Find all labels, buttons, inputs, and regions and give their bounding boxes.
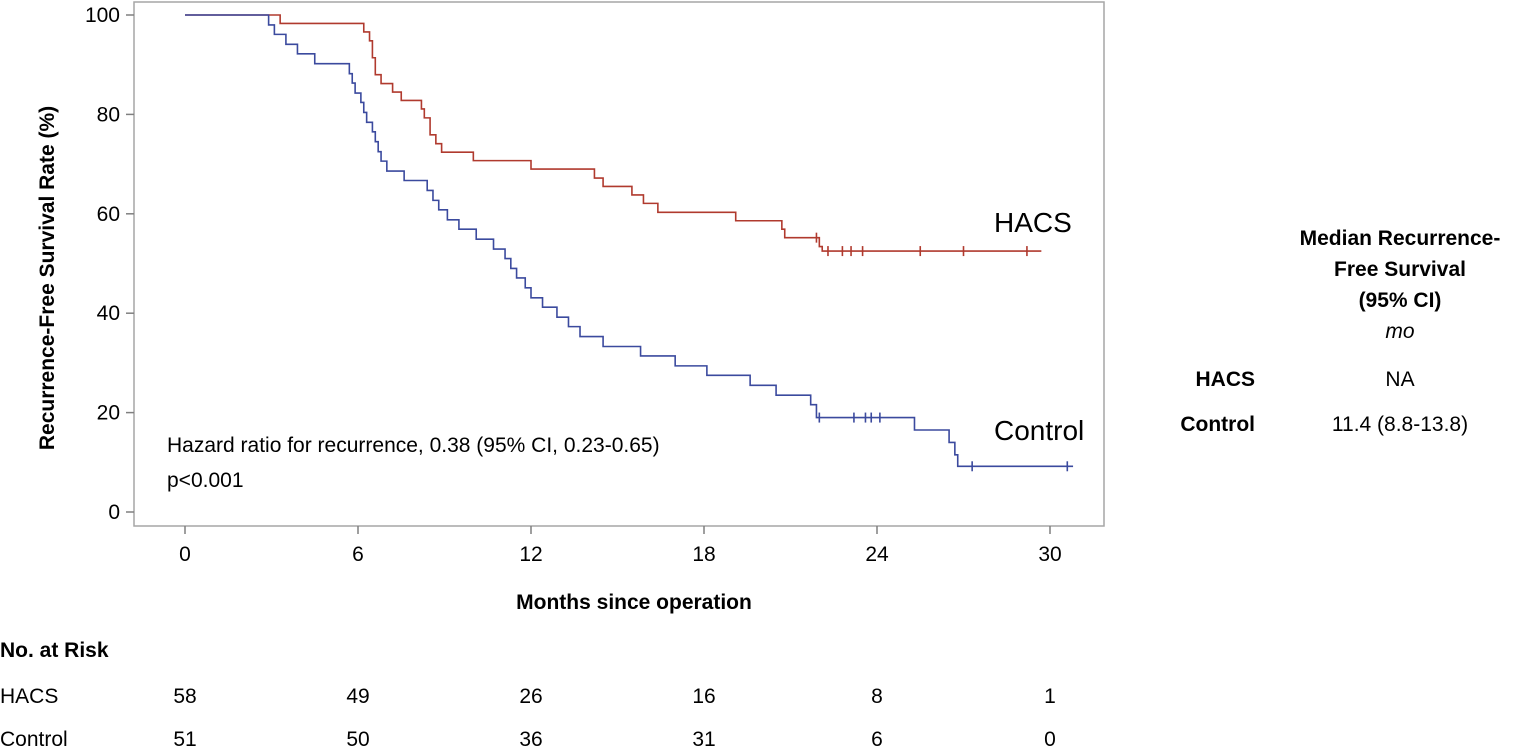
median-row-label: Control	[1180, 413, 1255, 436]
risk-count-cell: 1	[1044, 685, 1056, 708]
y-axis-label: Recurrence-Free Survival Rate (%)	[36, 106, 59, 450]
median-row-value: NA	[1385, 368, 1415, 391]
risk-count-cell: 58	[173, 685, 197, 708]
median-row-value: 11.4 (8.8-13.8)	[1331, 413, 1469, 436]
y-axis: 0 20 40 60 80 100	[85, 4, 134, 524]
risk-table-title: No. at Risk	[0, 639, 109, 662]
series-label-hacs: HACS	[994, 207, 1072, 238]
median-header-line: (95% CI)	[1358, 289, 1442, 312]
km-curve-hacs	[185, 14, 1042, 252]
x-tick-label: 6	[352, 543, 364, 566]
x-axis-label: Months since operation	[516, 591, 752, 614]
risk-count-cell: 16	[692, 685, 716, 708]
series-layer	[185, 14, 1074, 472]
x-tick-label: 0	[179, 543, 191, 566]
x-tick-label: 18	[692, 543, 715, 566]
x-tick-label: 12	[519, 543, 542, 566]
x-axis: 0 6 12 18 24 30	[179, 526, 1062, 566]
risk-count-cell: 8	[871, 685, 883, 708]
plot-frame	[133, 1, 1105, 527]
y-tick-label: 40	[97, 302, 120, 325]
y-tick-label: 100	[85, 4, 120, 27]
y-tick-label: 0	[108, 501, 120, 524]
y-tick-label: 20	[97, 402, 120, 425]
risk-count-cell: 0	[1044, 728, 1056, 751]
y-tick-label: 80	[97, 103, 120, 126]
risk-count-cell: 49	[346, 685, 370, 708]
series-label-control: Control	[994, 415, 1084, 446]
risk-count-cell: 6	[871, 728, 883, 751]
risk-count-cell: 26	[519, 685, 543, 708]
risk-count-cell: 50	[346, 728, 370, 751]
risk-count-cell: 51	[173, 728, 197, 751]
hazard-ratio-annotation: Hazard ratio for recurrence, 0.38 (95% C…	[167, 434, 660, 457]
risk-row-label: HACS	[0, 685, 59, 708]
median-header-line: Free Survival	[1334, 258, 1466, 281]
x-tick-label: 30	[1038, 543, 1061, 566]
median-header-line: Median Recurrence-	[1299, 227, 1501, 250]
x-tick-label: 24	[865, 543, 889, 566]
median-unit: mo	[1385, 320, 1415, 343]
y-tick-label: 60	[97, 203, 120, 226]
p-value-annotation: p<0.001	[167, 469, 244, 492]
median-row-label: HACS	[1195, 368, 1255, 391]
risk-row-label: Control	[0, 728, 68, 751]
median-table-header: Median Recurrence- Free Survival (95% CI…	[1270, 223, 1530, 347]
risk-count-cell: 31	[692, 728, 716, 751]
km-curve-control	[185, 14, 1074, 468]
risk-count-cell: 36	[519, 728, 543, 751]
